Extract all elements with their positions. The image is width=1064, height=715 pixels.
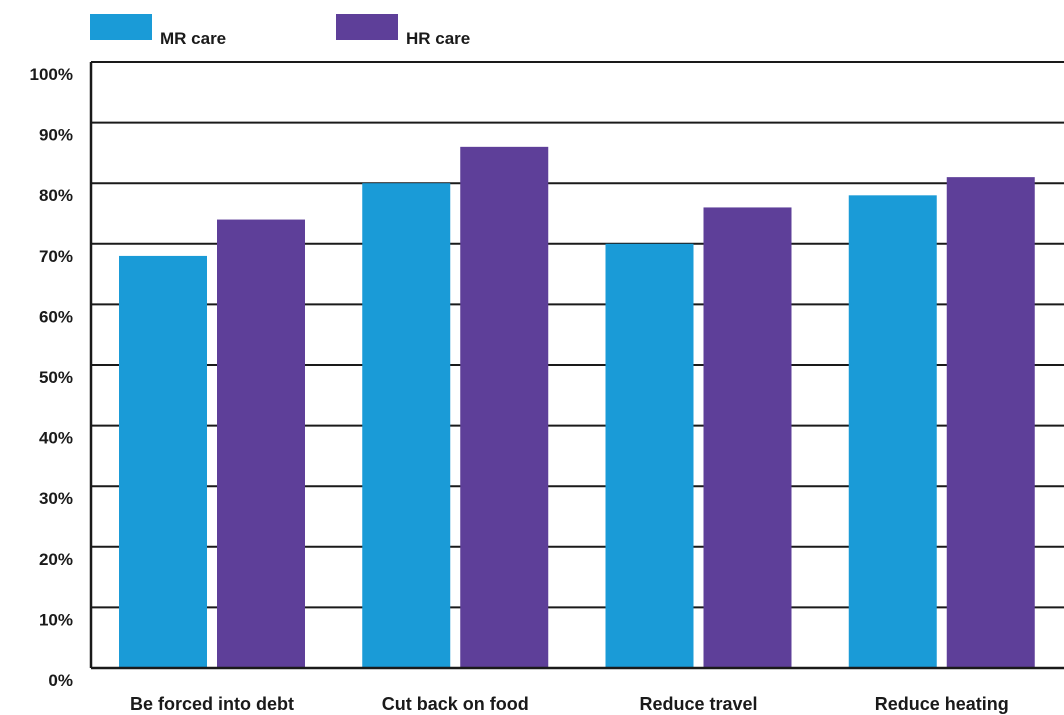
y-tick-label-80: 80% bbox=[39, 186, 73, 205]
bars bbox=[119, 146, 1035, 669]
bar-hr-care-2 bbox=[703, 207, 792, 668]
bar-hr-care-3 bbox=[946, 177, 1035, 668]
x-category-label-2: Reduce travel bbox=[639, 694, 757, 714]
x-category-label-1: Cut back on food bbox=[382, 694, 529, 714]
bar-hr-care-0 bbox=[217, 219, 305, 668]
legend-swatch-hr-care bbox=[336, 14, 398, 40]
y-tick-label-30: 30% bbox=[39, 489, 73, 508]
y-axis-ticks: 0% 10% 20% 30% 40% 50% 60% 70% 80% 90% 100% bbox=[30, 65, 73, 690]
x-category-label-3: Reduce heating bbox=[875, 694, 1009, 714]
bar-mr-care-0 bbox=[119, 255, 207, 669]
x-axis-labels: Be forced into debt Cut back on food Reduc… bbox=[130, 694, 1009, 714]
bar-mr-care-1 bbox=[362, 183, 451, 668]
bar-hr-care-1 bbox=[460, 146, 549, 669]
y-tick-label-0: 0% bbox=[48, 671, 73, 690]
y-tick-label-70: 70% bbox=[39, 247, 73, 266]
y-tick-label-20: 20% bbox=[39, 550, 73, 569]
bar-mr-care-3 bbox=[848, 195, 937, 668]
y-tick-label-40: 40% bbox=[39, 429, 73, 448]
y-tick-label-50: 50% bbox=[39, 368, 73, 387]
bar-mr-care-2 bbox=[605, 243, 694, 669]
y-tick-label-90: 90% bbox=[39, 126, 73, 145]
legend-label-mr-care: MR care bbox=[160, 29, 226, 48]
y-tick-label-60: 60% bbox=[39, 307, 73, 326]
y-tick-label-10: 10% bbox=[39, 610, 73, 629]
legend-swatch-mr-care bbox=[90, 14, 152, 40]
legend-label-hr-care: HR care bbox=[406, 29, 470, 48]
legend: MR care HR care bbox=[90, 14, 470, 48]
x-category-label-0: Be forced into debt bbox=[130, 694, 294, 714]
y-tick-label-100: 100% bbox=[30, 65, 73, 84]
